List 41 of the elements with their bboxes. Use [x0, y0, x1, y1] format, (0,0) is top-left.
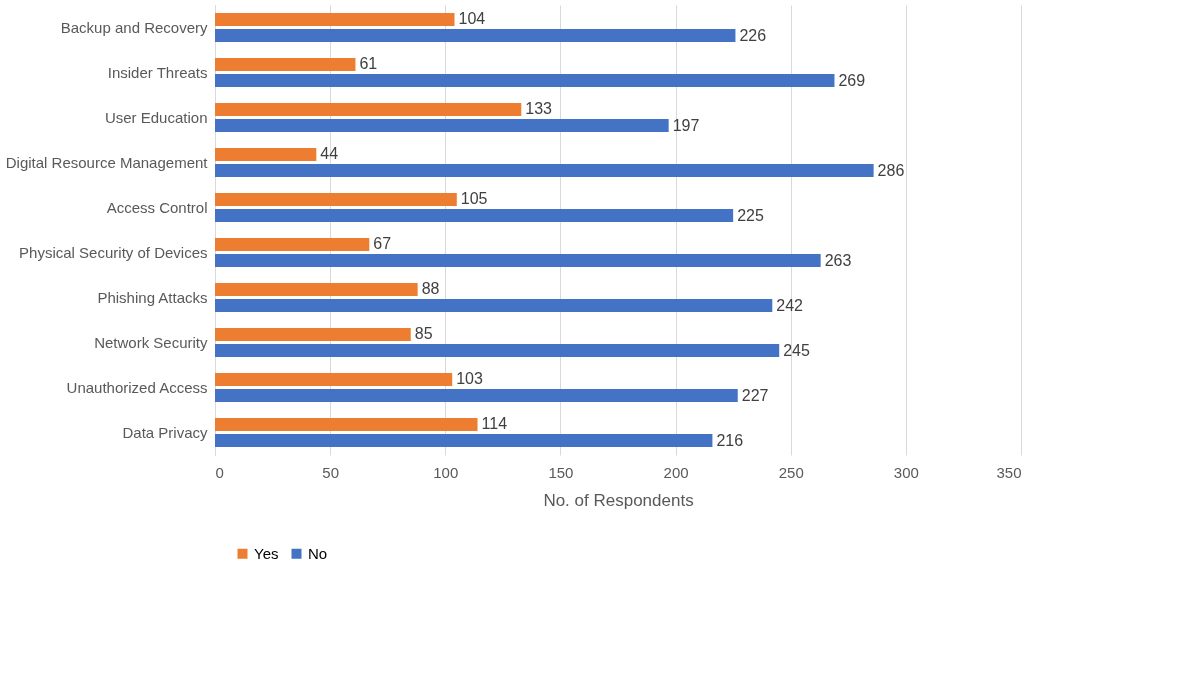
y-tick-label: Phishing Attacks	[97, 288, 208, 306]
y-tick-label: Access Control	[106, 198, 208, 216]
legend-label: No	[308, 544, 328, 562]
data-label: 105	[460, 190, 488, 208]
data-label: 85	[414, 325, 433, 343]
y-tick-label: Network Security	[94, 333, 208, 351]
x-tick-label: 150	[548, 463, 574, 481]
data-label: 227	[741, 386, 769, 404]
y-tick-label: Backup and Recovery	[60, 18, 208, 36]
x-tick-label: 50	[322, 463, 339, 481]
x-tick-label: 100	[433, 463, 459, 481]
data-label: 226	[739, 26, 767, 44]
x-tick-label: 350	[996, 463, 1022, 481]
y-tick-label: Unauthorized Access	[66, 378, 208, 396]
data-label: 103	[456, 370, 483, 388]
x-tick-label: 0	[215, 463, 224, 481]
data-label: 61	[359, 55, 378, 73]
data-label: 114	[481, 415, 508, 433]
data-label: 67	[373, 235, 392, 253]
y-tick-label: Digital Resource Management	[5, 153, 209, 171]
data-label: 286	[877, 161, 905, 179]
data-label: 269	[838, 71, 866, 89]
data-label: 197	[672, 116, 700, 134]
data-label: 44	[320, 145, 339, 163]
data-label: 104	[458, 10, 486, 28]
data-label: 225	[737, 206, 764, 224]
y-tick-label: Data Privacy	[122, 423, 208, 441]
x-axis-title: No. of Respondents	[543, 490, 694, 510]
x-tick-label: 200	[663, 463, 689, 481]
x-tick-label: 300	[893, 463, 919, 481]
y-tick-label: Insider Threats	[107, 63, 208, 81]
y-tick-label: Physical Security of Devices	[19, 243, 208, 261]
data-label: 88	[421, 280, 440, 298]
legend-label: Yes	[254, 544, 279, 562]
data-label: 216	[716, 431, 744, 449]
y-tick-label: User Education	[104, 108, 208, 126]
data-label: 133	[525, 100, 553, 118]
x-tick-label: 250	[778, 463, 804, 481]
data-label: 242	[776, 296, 804, 314]
data-label: 245	[783, 341, 810, 359]
data-label: 263	[824, 251, 852, 269]
